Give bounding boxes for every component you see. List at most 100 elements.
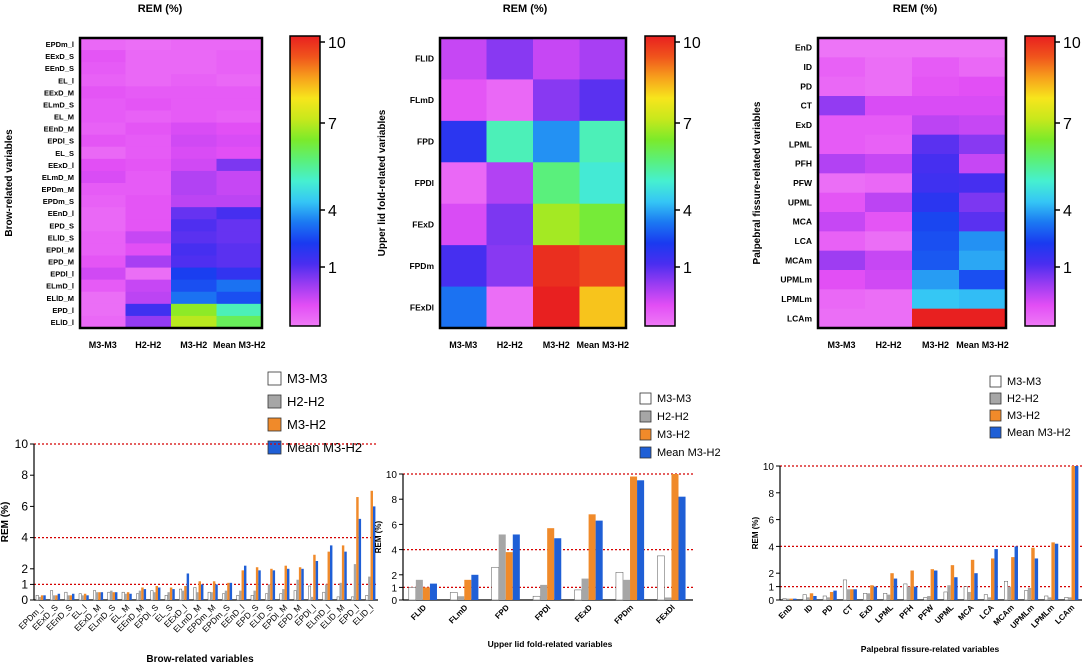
colorbar-tick-label: 10 <box>328 35 346 52</box>
bar <box>344 551 347 600</box>
heatmap-row-label: FPDl <box>415 178 434 188</box>
y-tick-label: 2 <box>768 569 774 580</box>
heatmap-cell <box>171 279 217 293</box>
heatmap-column-label: Mean M3-H2 <box>576 340 629 350</box>
heatmap-cell <box>125 183 172 196</box>
bar <box>83 593 87 600</box>
heatmap-cell <box>216 243 263 256</box>
heatmap-cell <box>440 38 487 80</box>
bar <box>184 585 187 600</box>
heatmap-cell <box>125 98 172 111</box>
bar <box>930 569 935 600</box>
bar <box>129 593 132 600</box>
heatmap-row-label: EEnD_l <box>48 209 74 218</box>
bar <box>853 589 857 600</box>
heatmap-cell <box>125 38 172 51</box>
heatmap-cell <box>80 207 126 220</box>
y-tick-label: 10 <box>386 470 398 481</box>
legend-label: M3-M3 <box>657 393 691 405</box>
heatmap-cell <box>171 219 217 232</box>
heatmap-cell <box>486 38 534 80</box>
bar <box>793 598 797 600</box>
legend-swatch <box>267 371 282 386</box>
heatmap-cell <box>216 50 263 63</box>
bar <box>200 584 204 600</box>
heatmap-cell <box>80 146 126 160</box>
bar <box>143 589 147 600</box>
bar <box>124 593 127 600</box>
bar <box>1071 466 1075 600</box>
heatmap-cell <box>440 245 487 288</box>
heatmap-row-label: EPD_S <box>49 221 74 230</box>
heatmap-cell <box>818 289 866 310</box>
bar <box>678 496 686 600</box>
bar <box>415 579 423 600</box>
bar <box>372 506 376 600</box>
heatmap-row-label: LCA <box>795 236 812 246</box>
bar <box>313 554 316 600</box>
heatmap-cell <box>486 286 534 329</box>
heatmap-row-label: EExD_l <box>48 161 74 170</box>
heatmap-row-label: EPD_l <box>52 306 74 315</box>
bar <box>1007 586 1012 600</box>
heatmap-cell <box>80 291 126 305</box>
bar <box>368 576 371 600</box>
bar <box>457 596 465 600</box>
bar <box>207 591 211 601</box>
bar <box>341 545 345 600</box>
heatmap-cell <box>865 270 913 290</box>
heatmap-row-label: ExD <box>795 120 812 130</box>
heatmap-row-label: ELlD_S <box>48 233 74 242</box>
heatmap-cell <box>80 122 126 136</box>
legend-label: M3-H2 <box>287 417 326 432</box>
heatmap-column-label: M3-M3 <box>827 340 855 350</box>
y-tick-label: 1 <box>768 583 774 594</box>
heatmap-cell <box>216 207 263 220</box>
legend-swatch <box>267 440 282 455</box>
bar <box>471 574 479 600</box>
heatmap-cell <box>125 74 172 87</box>
bar <box>107 591 111 601</box>
y-axis-label: REM (%) <box>374 520 383 553</box>
y-tick-label: 4 <box>768 542 774 553</box>
bar <box>136 593 140 601</box>
heatmap-cell <box>865 154 913 174</box>
bar <box>505 552 513 600</box>
bar <box>322 591 326 601</box>
bar <box>813 595 817 600</box>
legend-label: M3-M3 <box>1007 376 1041 388</box>
bar <box>114 592 118 600</box>
heatmap-cell <box>80 74 126 87</box>
heatmap-cell <box>216 74 263 87</box>
heatmap-cell <box>125 110 172 124</box>
heatmap-cell <box>171 267 217 281</box>
x-tick-label: UPML <box>933 603 955 625</box>
heatmap-column-label: M3-M3 <box>449 340 477 350</box>
bar <box>1004 580 1008 601</box>
x-tick-label: CT <box>841 603 855 617</box>
heatmap-row-label: EnD <box>795 43 812 53</box>
bar <box>1047 597 1052 600</box>
heatmap-cell <box>533 120 580 163</box>
heatmap-cell <box>818 57 866 78</box>
x-axis-label: Palpebral fissure-related variables <box>861 644 1000 654</box>
bar <box>112 592 115 600</box>
heatmap-title: REM (%) <box>138 3 183 15</box>
bar <box>126 592 130 600</box>
bar <box>279 593 283 601</box>
heatmap-cell <box>171 62 217 75</box>
heatmap-row-label: FPDm <box>409 261 434 271</box>
heatmap-cell <box>125 291 172 305</box>
bar <box>967 591 971 600</box>
heatmap-cell <box>125 86 172 99</box>
legend-swatch <box>639 446 652 459</box>
heatmap-cell <box>865 76 913 97</box>
heatmap-cell <box>912 115 960 136</box>
bar <box>86 595 89 600</box>
heatmap-cell <box>533 162 580 205</box>
heatmap-cell <box>912 192 960 213</box>
heatmap-cell <box>912 96 960 116</box>
legend-label: M3-H2 <box>657 429 690 441</box>
colorbar <box>289 35 321 327</box>
